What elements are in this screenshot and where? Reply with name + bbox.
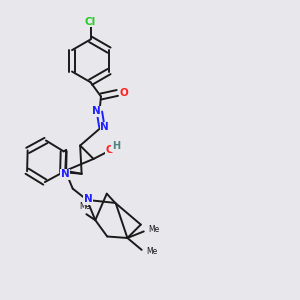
Text: Me: Me	[146, 247, 158, 256]
Text: N: N	[84, 194, 93, 204]
Text: N: N	[92, 106, 101, 116]
Text: Me: Me	[79, 202, 91, 211]
Text: Cl: Cl	[85, 16, 96, 27]
Text: H: H	[112, 141, 120, 151]
Text: Me: Me	[148, 226, 160, 235]
Text: N: N	[100, 122, 109, 132]
Text: O: O	[105, 145, 114, 155]
Text: O: O	[119, 88, 128, 98]
Text: N: N	[61, 169, 70, 179]
